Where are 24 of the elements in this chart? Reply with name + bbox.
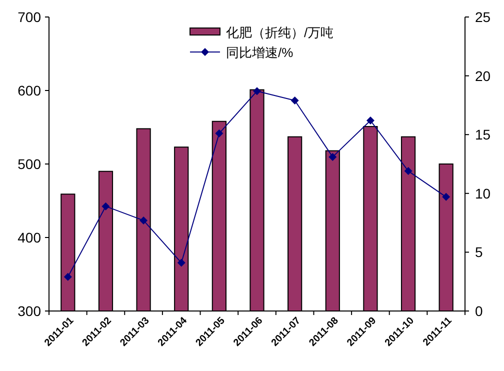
y-tick-label: 600 <box>18 82 42 98</box>
y-tick-label: 700 <box>18 9 42 25</box>
point <box>442 192 450 201</box>
y2-tick-label: 25 <box>475 9 491 25</box>
y-tick-label: 300 <box>18 303 42 319</box>
point <box>140 216 148 224</box>
point <box>64 272 72 281</box>
point <box>290 96 299 104</box>
point <box>328 152 337 161</box>
y2-tick-label: 5 <box>475 244 483 260</box>
y2-tick-label: 15 <box>475 126 491 143</box>
y2-tick-label: 10 <box>475 185 491 202</box>
point <box>404 167 412 176</box>
y2-tick-label: 0 <box>475 303 483 319</box>
point <box>102 202 110 210</box>
y2-tick-label: 20 <box>475 68 491 84</box>
point <box>177 258 186 267</box>
y-tick-label: 500 <box>18 156 42 172</box>
point <box>366 116 374 124</box>
point <box>215 129 224 138</box>
y-tick-label: 400 <box>18 230 42 246</box>
point <box>253 87 261 96</box>
legend-label: 同比增速/% <box>226 45 294 60</box>
legend-label: 化肥（折纯）/万吨 <box>226 25 334 40</box>
